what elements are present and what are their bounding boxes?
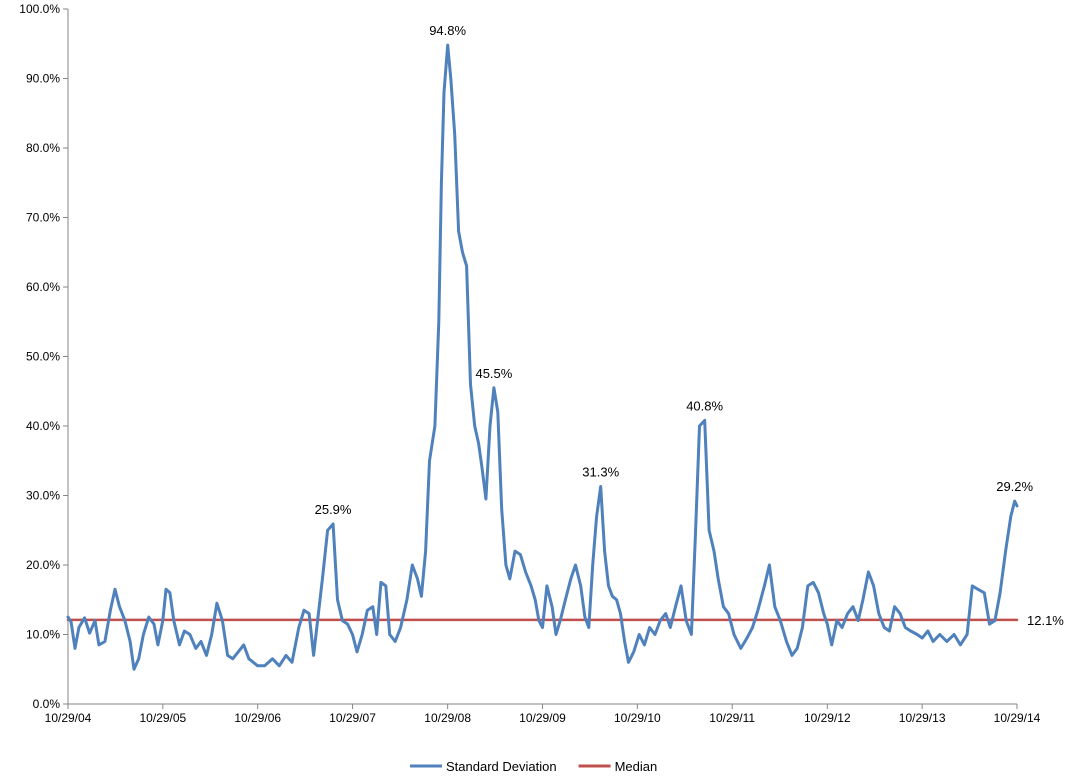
legend-label: Median xyxy=(615,759,658,774)
data-label: 45.5% xyxy=(475,366,512,381)
x-tick-label: 10/29/09 xyxy=(519,711,566,725)
legend-label: Standard Deviation xyxy=(446,759,557,774)
y-tick-label: 90.0% xyxy=(26,72,60,86)
data-label: 40.8% xyxy=(686,398,723,413)
series-line-standard-deviation xyxy=(66,43,1019,671)
y-tick-label: 80.0% xyxy=(26,141,60,155)
chart-axes: 0.0% 10.0% 20.0% 30.0% 40.0% 50.0% 60.0% 70.0% 8… xyxy=(19,2,1040,725)
x-tick-label: 10/29/12 xyxy=(804,711,851,725)
data-label: 12.1% xyxy=(1027,613,1064,628)
data-label: 94.8% xyxy=(429,23,466,38)
x-tick-label: 10/29/13 xyxy=(899,711,946,725)
data-label: 31.3% xyxy=(582,464,619,479)
x-tick-label: 10/29/14 xyxy=(994,711,1041,725)
y-tick-label: 30.0% xyxy=(26,489,60,503)
x-tick-label: 10/29/07 xyxy=(329,711,376,725)
chart-data-labels: 94.8% 45.5% 25.9% 31.3% 40.8% 29.2% 12.1% xyxy=(315,23,1065,628)
x-tick-label: 10/29/11 xyxy=(709,711,755,725)
y-tick-label: 50.0% xyxy=(26,350,60,364)
x-tick-label: 10/29/10 xyxy=(614,711,661,725)
y-tick-label: 0.0% xyxy=(33,697,61,711)
y-tick-label: 20.0% xyxy=(26,558,60,572)
y-tick-label: 10.0% xyxy=(26,628,60,642)
x-tick-label: 10/29/05 xyxy=(139,711,186,725)
data-label: 29.2% xyxy=(996,479,1033,494)
y-tick-label: 40.0% xyxy=(26,419,60,433)
y-tick-label: 100.0% xyxy=(19,2,60,16)
chart-legend: Standard Deviation Median xyxy=(410,759,657,774)
x-tick-label: 10/29/04 xyxy=(45,711,92,725)
chart-marks xyxy=(66,43,1019,671)
y-tick-label: 70.0% xyxy=(26,211,60,225)
y-tick-label: 60.0% xyxy=(26,280,60,294)
data-label: 25.9% xyxy=(315,502,352,517)
x-tick-label: 10/29/08 xyxy=(424,711,471,725)
x-tick-label: 10/29/06 xyxy=(234,711,281,725)
